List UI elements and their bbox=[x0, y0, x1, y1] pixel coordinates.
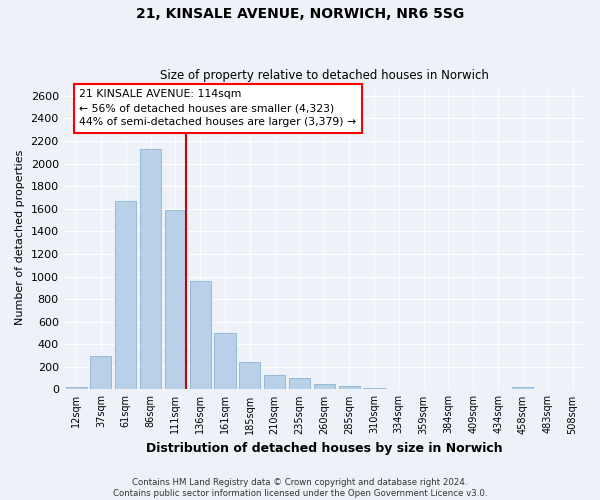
Bar bbox=[264, 375, 285, 390]
Bar bbox=[314, 384, 335, 390]
Text: 21, KINSALE AVENUE, NORWICH, NR6 5SG: 21, KINSALE AVENUE, NORWICH, NR6 5SG bbox=[136, 8, 464, 22]
Title: Size of property relative to detached houses in Norwich: Size of property relative to detached ho… bbox=[160, 69, 489, 82]
Bar bbox=[65, 387, 86, 390]
Bar bbox=[140, 149, 161, 390]
Bar bbox=[190, 281, 211, 390]
Y-axis label: Number of detached properties: Number of detached properties bbox=[15, 150, 25, 324]
Bar bbox=[388, 389, 409, 390]
Bar bbox=[364, 388, 385, 390]
Bar bbox=[165, 210, 186, 390]
Bar bbox=[214, 333, 236, 390]
Text: Contains HM Land Registry data © Crown copyright and database right 2024.
Contai: Contains HM Land Registry data © Crown c… bbox=[113, 478, 487, 498]
Bar bbox=[115, 202, 136, 390]
Bar bbox=[239, 362, 260, 390]
Bar bbox=[289, 378, 310, 390]
X-axis label: Distribution of detached houses by size in Norwich: Distribution of detached houses by size … bbox=[146, 442, 503, 455]
Bar bbox=[91, 356, 112, 390]
Bar bbox=[338, 386, 360, 390]
Text: 21 KINSALE AVENUE: 114sqm
← 56% of detached houses are smaller (4,323)
44% of se: 21 KINSALE AVENUE: 114sqm ← 56% of detac… bbox=[79, 89, 356, 127]
Bar bbox=[512, 387, 533, 390]
